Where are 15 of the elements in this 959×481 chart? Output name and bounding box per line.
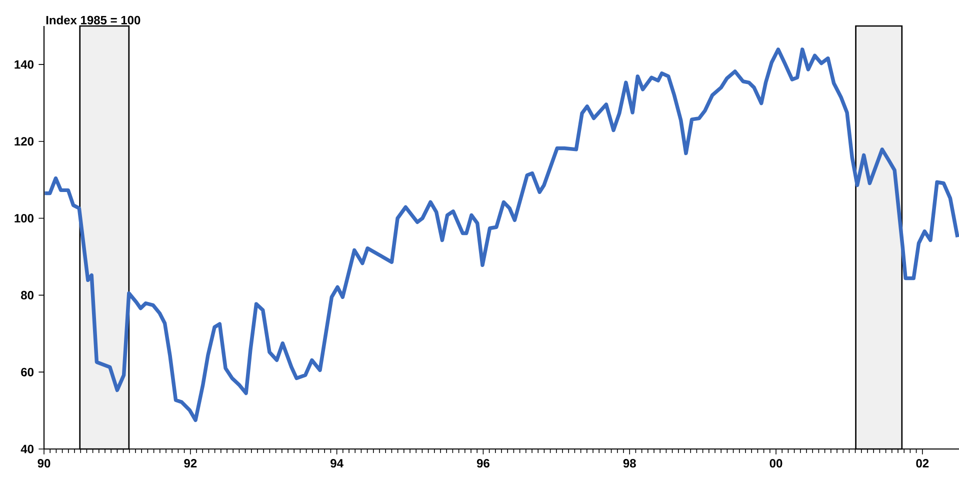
line-series <box>42 48 959 422</box>
x-tick-label: 98 <box>623 459 636 468</box>
y-tick-label: 120 <box>14 137 34 146</box>
x-tick-label: 96 <box>476 459 490 468</box>
y-tick-label: 140 <box>14 60 34 69</box>
y-tick-label: 80 <box>21 290 34 300</box>
x-tick-label: 00 <box>770 459 782 468</box>
y-tick-label: 100 <box>14 214 34 223</box>
x-tick-label: 02 <box>916 459 929 468</box>
x-tick-label: 90 <box>38 459 50 468</box>
x-tick-label: 94 <box>330 459 344 468</box>
y-axis-title: Index 1985 = 100 <box>46 16 140 24</box>
x-tick-label: 92 <box>184 459 197 468</box>
y-tick-label: 40 <box>20 444 34 454</box>
y-tick-label: 60 <box>21 368 34 376</box>
